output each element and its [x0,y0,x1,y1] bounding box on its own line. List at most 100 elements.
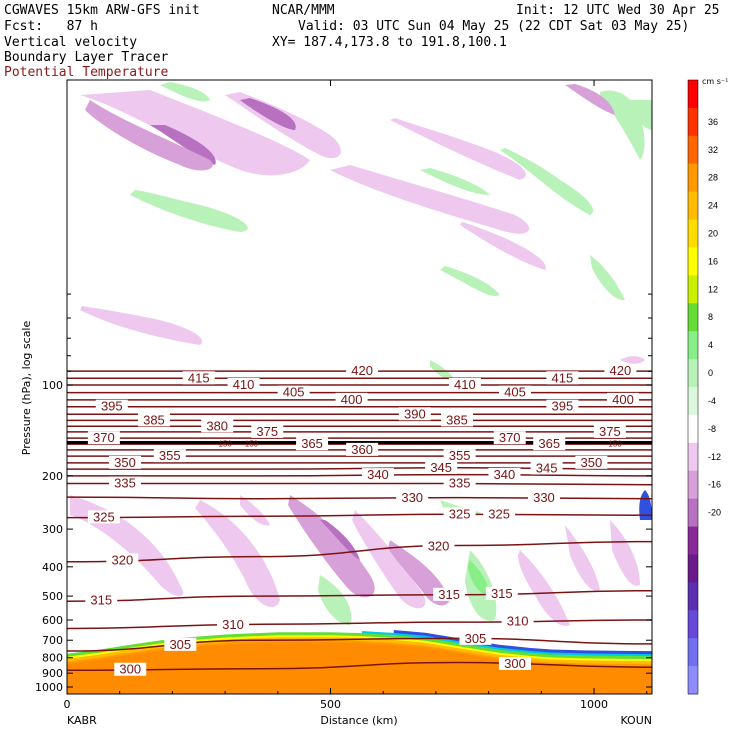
theta-label-395: 395 [552,399,574,414]
theta-label-410: 410 [454,377,476,392]
theta-label-370: 370 [499,430,521,445]
w-region-9 [500,148,594,215]
theta-label-355: 355 [449,448,471,463]
w-region-21 [352,510,426,609]
w-region-16 [565,84,615,115]
theta-label-bg-13 [137,413,170,427]
theta-label-385: 385 [143,412,165,427]
plot-frame [66,79,653,695]
theta-label-bg-22 [346,442,379,456]
theta-label-bg-41 [433,587,466,601]
theta-label-385: 385 [446,412,468,427]
theta-label-bg-29 [361,468,394,482]
theta-label-bg-35 [87,510,120,524]
theta-line-335 [67,482,652,486]
theta-label-310: 310 [507,613,529,628]
right-endpoint-label: KOUN [620,714,652,727]
colorbar-swatch-18 [688,582,698,611]
colorbar-swatch-10 [688,359,698,388]
theta-label-325: 325 [449,506,471,521]
w-region-13 [460,222,546,270]
w-region-0 [80,90,310,176]
theta-label-bg-23 [153,449,186,463]
theta-label-bg-43 [217,617,250,631]
theta-label-bg-27 [425,460,458,474]
theta-label-bg-5 [448,378,481,391]
theta-label-345: 345 [536,460,558,475]
x-tick-label-1000: 1000 [580,698,608,711]
theta-label-360: 360 [351,442,373,457]
colorbar-swatch-16 [688,526,698,555]
theta-label-bg-19 [493,431,526,445]
colorbar-swatch-20 [688,638,698,667]
theta-label-bg-31 [108,476,141,490]
x-tick-label-500: 500 [320,698,341,711]
theta-label-395: 395 [101,399,123,414]
theta-label-400: 400 [612,392,634,407]
colorbar-swatch-11 [688,387,698,416]
init-time: Init: 12 UTC Wed 30 Apr 25 [516,3,720,18]
theta-label-bg-4 [227,378,260,391]
x-axis-label: Distance (km) [320,714,397,727]
theta-label-bg-25 [108,455,141,469]
theta-label-335: 335 [449,476,471,491]
colorbar: 36 32 28 24 20 16 12 8 4 0 -4 -8 -12 -16 -20 [687,79,721,695]
tropopause-label-0: 150 [218,439,232,448]
theta-label-bg-11 [546,399,579,413]
tropopause-label-1: 150 [245,439,259,448]
theta-label-bg-40 [85,593,118,607]
theta-label-bg-17 [593,424,626,438]
theta-label-bg-7 [498,385,531,399]
theta-label-bg-3 [546,371,579,385]
theta-label-340: 340 [494,467,516,482]
theta-label-420: 420 [351,363,373,378]
w-region-7 [330,165,530,234]
forecast-hour: Fcst: 87 h [4,19,98,34]
theta-line-340 [67,473,652,477]
theta-label-bg-44 [501,614,534,628]
colorbar-swatch-9 [688,331,698,360]
theta-label-320: 320 [111,552,133,567]
potential-temperature-labels: 420 420 415 415 410 410 405 405 400 400 395 395 390 3… [85,363,640,677]
theta-label-390: 390 [404,406,426,421]
w-region-5 [85,100,213,171]
colorbar-swatch-0 [688,80,698,109]
w-region-32 [620,356,645,364]
theta-label-bg-15 [201,419,234,433]
colorbar-swatch-4 [688,191,698,221]
w-region-12 [390,118,526,180]
colorbar-swatch-2 [688,135,698,165]
model-title: CGWAVES 15km ARW-GFS init [4,3,200,18]
colorbar-swatch-12 [688,414,698,444]
theta-label-bg-42 [485,586,518,600]
w-region-10 [440,266,500,296]
colorbar-label-7: 8 [708,312,713,322]
y-tick-label-800: 800 [42,652,63,665]
xy-endpoints: XY= 187.4,173.8 to 191.8,100.1 [272,35,507,50]
w-region-8 [420,168,490,195]
tropopause-label-2: 150 [608,439,622,448]
y-tick-label-100: 100 [42,379,63,392]
theta-label-315: 315 [438,587,460,602]
theta-label-315: 315 [90,592,112,607]
theta-label-bg-46 [459,631,492,645]
theta-label-345: 345 [430,460,452,475]
theta-label-375: 375 [599,424,621,439]
theta-label-400: 400 [341,392,363,407]
theta-label-305: 305 [169,637,191,652]
colorbar-swatch-7 [688,275,698,304]
theta-label-bg-6 [277,385,310,399]
theta-line-310 [67,619,652,630]
colorbar-swatch-3 [688,163,698,193]
y-tick-label-600: 600 [42,614,63,627]
colorbar-label-6: 12 [708,284,718,294]
w-region-27 [565,525,600,591]
y-tick-label-300: 300 [42,523,63,536]
theta-line-345 [67,467,652,470]
colorbar-swatch-1 [688,107,698,137]
colorbar-label-1: 32 [708,145,718,155]
theta-label-350: 350 [114,455,136,470]
theta-label-370: 370 [93,430,115,445]
